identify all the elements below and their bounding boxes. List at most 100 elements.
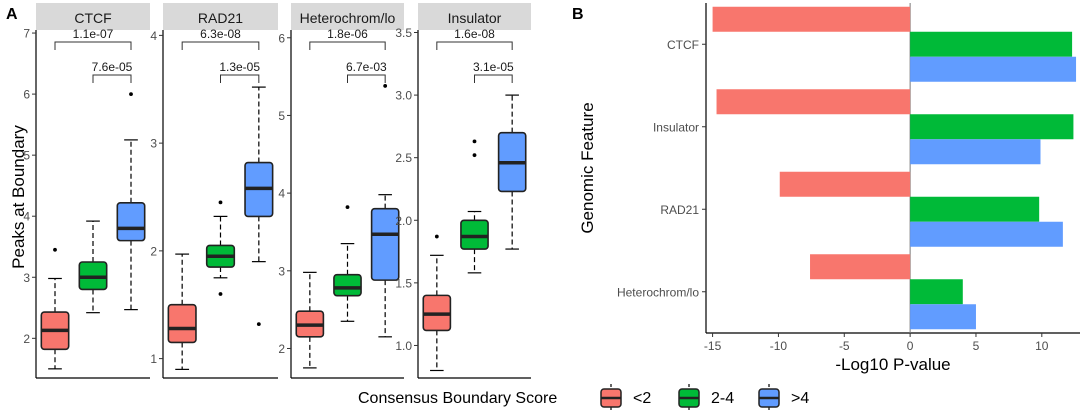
comparison-bracket: 3.1e-05 [473,60,514,83]
legend-title: Consensus Boundary Score [358,390,557,407]
facet-rad21: RAD21 1 2 3 4 6.3e-08 1.3e-05 [150,3,278,379]
comparison-bracket: 6.3e-08 [181,27,260,50]
comparison-bracket: 1.8e-06 [309,27,386,50]
legend-key-mid [678,384,700,412]
bar-mid [910,196,1040,222]
y-tick-label: 3.0 [395,89,412,103]
box-iqr [167,303,197,344]
y-tick-label: 1.5 [395,276,412,290]
p-value-label: 3.1e-05 [473,60,514,74]
box-low [422,234,452,372]
facet-title: Heterochrom/lo [300,10,396,26]
y-tick-label: 6 [23,88,30,102]
bar-low [810,254,911,280]
bar-low [716,89,911,115]
outlier-point [434,234,439,239]
y-tick-label: 6 [278,31,285,45]
facet-heterochrom-lo: Heterochrom/lo 2 3 4 5 6 1.8e-06 6.7e-03 [278,3,404,379]
y-tick-label: 1.0 [395,339,412,353]
y-tick-label: 4 [150,29,157,43]
y-tick-label: 5 [278,109,285,123]
bracket-line [54,41,132,50]
comparison-bracket: 7.6e-05 [92,60,133,83]
box-high [116,92,146,311]
bar-chart: -15 -10 -5 0 5 10 CTCF Insulator RAD21 Heterochro… [578,3,1080,374]
y-tick-label: 4 [278,187,285,201]
legend-label: <2 [633,390,651,407]
facet-strip [163,3,278,30]
box-iqr [333,273,362,297]
category-label: Insulator [653,120,699,134]
p-value-label: 1.3e-05 [219,60,260,74]
box-low [40,247,70,370]
comparison-bracket: 1.3e-05 [219,60,260,83]
p-value-label: 6.7e-03 [346,60,387,74]
box-high [370,84,400,338]
outlier-point [218,200,223,205]
facet-title: CTCF [74,10,111,26]
bar-mid [910,279,963,305]
bar-group-rad21 [779,171,1063,247]
panel-a-letter: A [6,6,18,23]
outlier-point [472,139,477,144]
bar-y-axis-label: Genomic Feature [578,102,597,233]
x-tick-label: 10 [1035,339,1049,353]
outlier-point [256,322,261,327]
y-tick-label: 2.5 [395,151,412,165]
bar-group-ctcf [712,6,1077,82]
bar-low [779,171,911,197]
x-tick-label: -5 [839,339,850,353]
y-tick-label: 7 [23,27,30,41]
bracket-line [220,74,260,83]
facet-strip [291,3,404,30]
bar-high [910,56,1077,82]
bar-mid [910,31,1073,57]
legend-label: >4 [791,390,809,407]
y-tick-label: 2 [23,332,30,346]
bar-high [910,221,1063,247]
box-iqr [116,201,146,242]
outlier-point [218,292,223,296]
x-tick-label: -10 [770,339,788,353]
box-iqr [370,207,400,281]
y-tick-label: 3.5 [395,26,412,40]
facet-title: RAD21 [198,10,243,26]
y-tick-label: 2.0 [395,214,412,228]
facet-ctcf: CTCF 2 3 4 5 6 7 1.1e-07 7.6e-05 [23,3,150,379]
bar-group-heterochrom-lo [810,254,976,330]
y-tick-label: 3 [150,137,157,151]
panel-b-letter: B [572,6,584,23]
y-tick-label: 1 [150,352,157,366]
bar-low [712,6,911,32]
x-tick-label: 0 [907,339,914,353]
comparison-bracket: 1.6e-08 [436,27,513,50]
y-tick-label: 3 [23,271,30,285]
box-mid [205,200,236,296]
p-value-label: 1.1e-07 [73,27,114,41]
bar-mid [910,114,1074,140]
bar-group-insulator [716,89,1074,165]
outlier-point [53,247,57,252]
legend-label: 2-4 [711,390,734,407]
category-label: CTCF [667,38,699,52]
y-tick-label: 3 [278,264,285,278]
p-value-label: 7.6e-05 [92,60,133,74]
box-iqr [460,219,489,250]
legend-key-low [600,384,622,412]
y-tick-label: 2 [278,342,285,356]
box-high [497,94,527,250]
category-label: Heterochrom/lo [617,285,699,299]
box-low [167,253,197,370]
bracket-line [436,41,513,50]
category-label: RAD21 [660,203,699,217]
facet-strip [418,3,531,30]
y-tick-label: 2 [150,244,157,258]
box-mid [460,139,489,274]
outlier-point [383,84,388,88]
box-mid [333,205,362,322]
bracket-line [309,41,386,50]
box-mid [78,220,108,314]
bar-high [910,139,1041,165]
x-tick-label: -15 [704,339,722,353]
